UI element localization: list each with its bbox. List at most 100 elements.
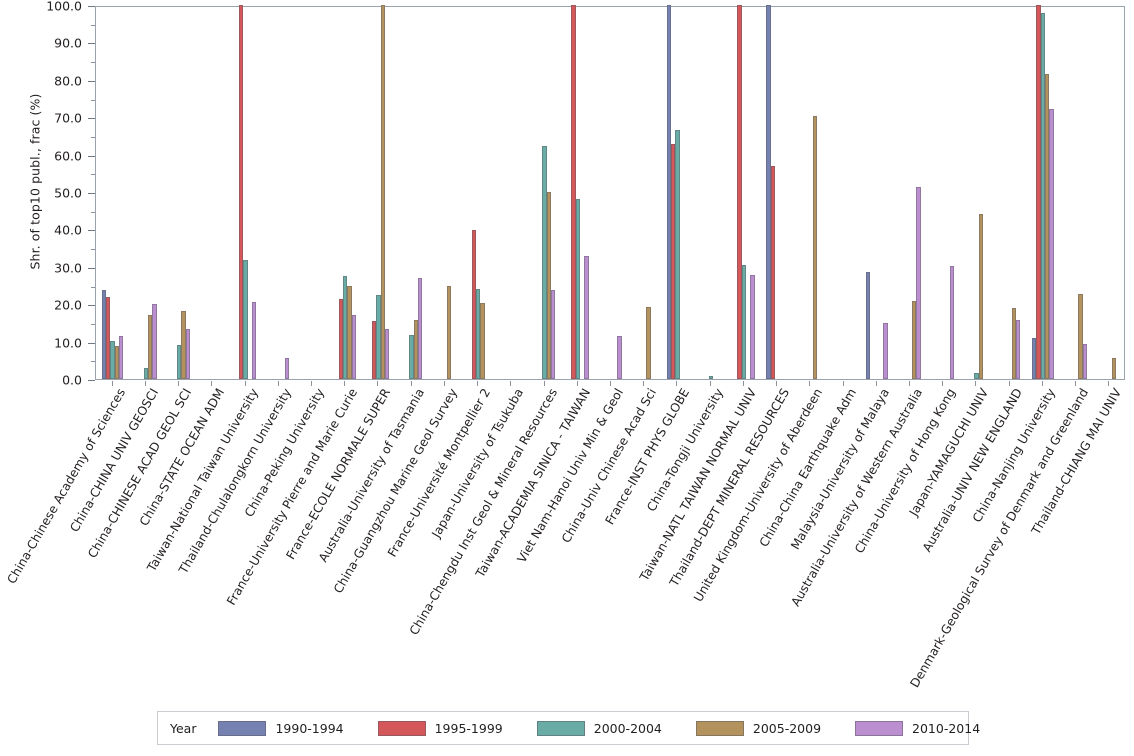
x-axis-tick [809,381,811,386]
legend-label: 2010-2014 [912,720,981,736]
y-axis-tick [88,155,95,157]
bar [351,315,356,379]
chart-legend: Year 1990-1994 1995-1999 2000-2004 2005-200… [157,711,980,745]
legend-swatch [695,720,744,736]
bar [671,144,676,379]
legend-entry[interactable]: 1990-1994 [218,720,344,736]
bar [413,320,419,379]
y-axis-minor-tick [91,136,95,138]
x-axis-tick [543,381,545,386]
x-axis-tick [842,381,844,386]
x-axis-tick [178,381,180,386]
x-axis-tick [643,381,645,386]
bar [912,301,917,379]
legend-entry[interactable]: 2010-2014 [855,720,981,736]
bar [866,272,871,379]
bar [119,336,124,379]
bar [571,5,576,379]
y-axis-tick-label: 80.0 [54,73,82,89]
legend-entry[interactable]: 2000-2004 [536,720,662,736]
y-axis-tick-label: 70.0 [54,110,82,126]
bar [447,285,452,379]
y-axis-minor-tick [91,62,95,64]
legend-swatch [377,720,426,736]
bar [550,290,556,379]
bar [949,266,954,379]
x-axis-tick [211,381,213,386]
bar [617,336,622,379]
bar [376,294,381,379]
bar [106,297,111,379]
y-axis-tick [88,267,95,269]
legend-swatch [855,720,904,736]
x-axis-tick [443,381,445,386]
bar [143,367,148,379]
x-axis-tick [676,381,678,386]
bar [883,322,888,379]
y-axis-tick [88,305,95,307]
bar [1011,307,1017,379]
x-axis-tick [277,381,279,386]
y-axis-tick-label: 40.0 [54,222,82,238]
bar [1032,337,1037,379]
bar [185,328,190,379]
y-axis-minor-tick [91,211,95,213]
x-axis-tick [709,381,711,386]
x-axis-tick-label: China-Chinese Academy of Sciences [4,386,128,587]
bar [1078,293,1083,379]
legend-swatch [536,720,585,736]
x-axis-tick [975,381,977,386]
bar [1111,358,1116,379]
x-axis-tick [1008,381,1010,386]
bar [575,198,580,379]
bar [1082,344,1087,379]
x-axis-tick [875,381,877,386]
legend-entry[interactable]: 1995-1999 [377,720,503,736]
legend-entry[interactable]: 2005-2009 [695,720,821,736]
y-axis-tick [88,80,95,82]
bar [347,285,352,379]
bar [1045,73,1050,379]
bar [371,320,377,379]
legend-label: 1995-1999 [434,720,503,736]
bar [181,311,186,379]
bar [480,302,485,379]
x-axis-tick [909,381,911,386]
legend-label: 2000-2004 [593,720,662,736]
y-axis-tick [88,193,95,194]
y-axis-tick [88,342,95,344]
x-axis-tick [111,381,113,386]
bar [471,230,476,379]
bar [737,5,742,379]
plot-area [95,5,1125,380]
bar [646,307,651,379]
bar [338,298,344,379]
y-axis-minor-tick [91,24,95,26]
x-axis-tick [344,381,346,386]
bar [546,192,551,379]
legend-entries: 1990-1994 1995-1999 2000-2004 2005-2009 2010… [218,720,1014,736]
bar [418,278,423,379]
bar [110,340,115,379]
y-axis-tick [88,43,95,45]
y-axis-tick [88,118,95,120]
bar [152,303,157,379]
bar [114,346,120,379]
bar [708,376,713,379]
bar [176,344,182,379]
bar [101,289,107,379]
x-axis-tick [576,381,578,386]
x-axis-tick [942,381,944,386]
y-axis-tick-label: 60.0 [54,148,82,164]
bar [978,213,983,379]
bar [384,329,390,379]
bar [409,334,414,379]
y-axis-tick [88,6,95,7]
x-axis-tick [1108,381,1110,386]
bar [1036,5,1041,379]
bar [666,5,671,379]
y-axis-minor-tick [91,249,95,251]
bar [343,276,348,379]
x-axis-tick [310,381,312,386]
